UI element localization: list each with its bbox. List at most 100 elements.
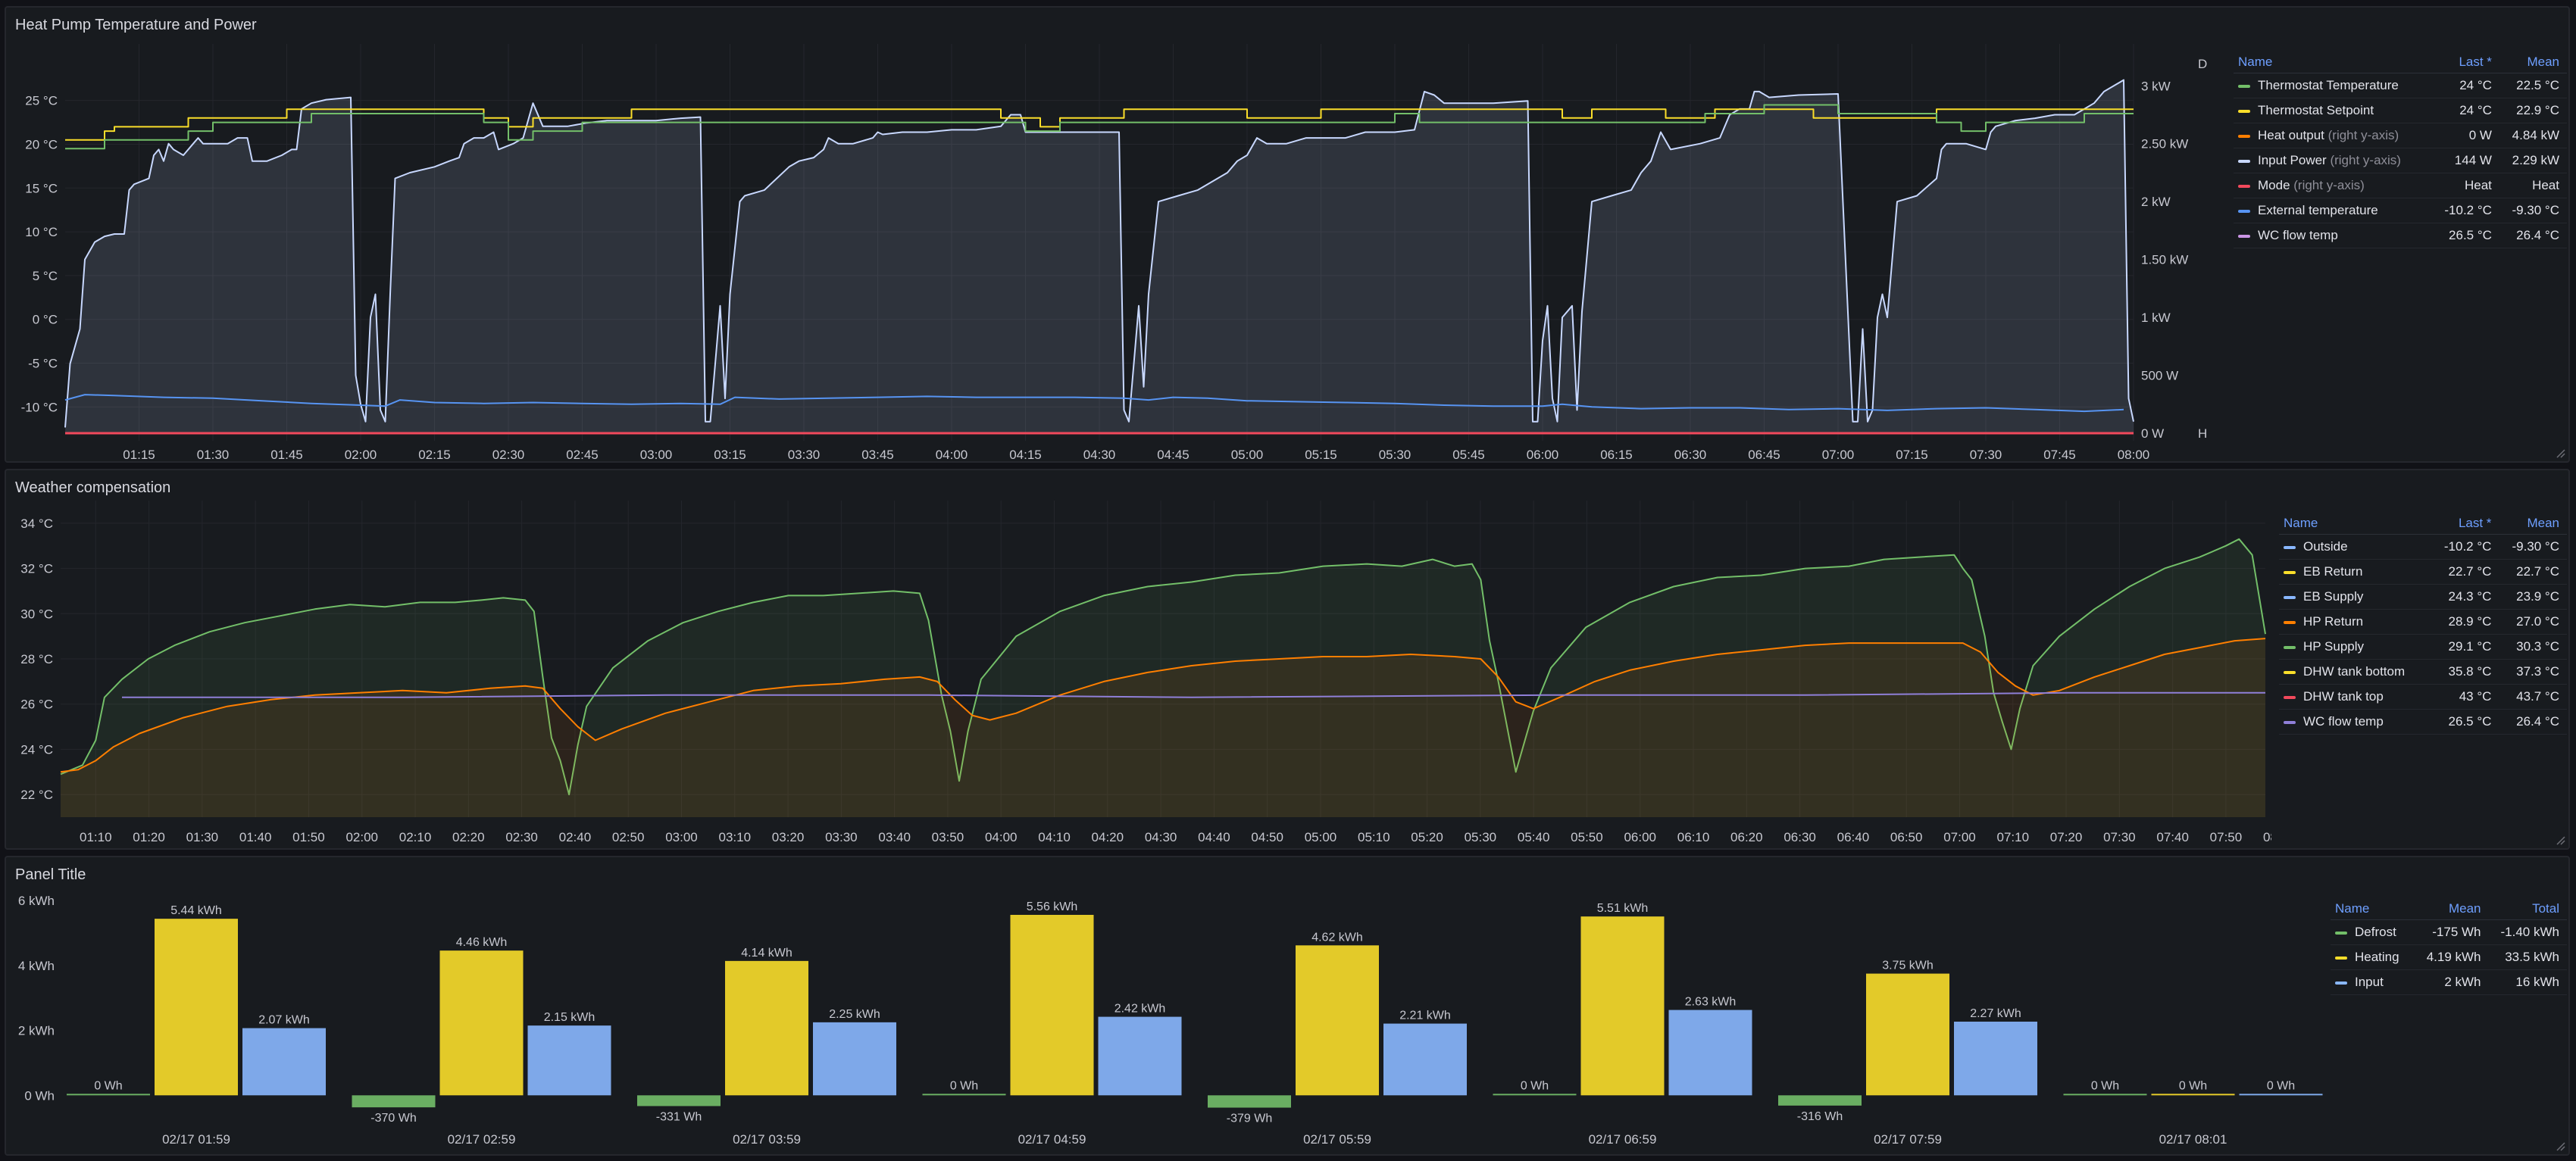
series-swatch-icon [2284,695,2296,699]
legend-item[interactable]: EB Supply 24.3 °C 23.9 °C [2279,584,2567,610]
legend-item[interactable]: DHW tank top 43 °C 43.7 °C [2279,684,2567,710]
legend-item[interactable]: External temperature -10.2 °C -9.30 °C [2234,198,2567,223]
bar-value-label: -379 Wh [1227,1113,1272,1125]
legend-item[interactable]: Outside -10.2 °C -9.30 °C [2279,534,2567,560]
y-right-tick-label: 500 W [2141,369,2178,383]
resize-handle-icon[interactable] [2555,448,2565,458]
x-tick-label: 05:30 [1465,830,1497,844]
legend-header-last[interactable]: Last * [2431,51,2499,73]
y-tick-label: 15 °C [25,181,58,195]
legend-item-total: 33.5 kWh [2488,944,2567,970]
bar-value-label: 0 Wh [1521,1079,1549,1092]
legend-item-name: Outside [2279,534,2431,560]
legend-item-name: Heat output (right y-axis) [2234,123,2432,148]
y-right-tick-label: 1 kW [2141,311,2171,325]
panel-title[interactable]: Weather compensation [15,479,171,496]
panel-title[interactable]: Panel Title [15,866,86,883]
legend-item[interactable]: Input 2 kWh 16 kWh [2331,969,2567,995]
legend-item-label: External temperature [2258,203,2378,217]
legend-item[interactable]: Input Power (right y-axis) 144 W 2.29 kW [2234,148,2567,173]
bar-value-label: -370 Wh [370,1112,416,1125]
legend-item[interactable]: Heating 4.19 kWh 33.5 kWh [2331,944,2567,970]
x-tick-label: 01:20 [133,830,165,844]
series-area-hp-return [61,638,2265,817]
x-tick-label: 07:40 [2156,830,2189,844]
legend-item[interactable]: WC flow temp 26.5 °C 26.4 °C [2279,709,2567,735]
series-swatch-icon [2238,159,2250,163]
resize-handle-icon[interactable] [2555,835,2565,845]
x-tick-label: 05:30 [1379,448,1411,462]
panel-weather-compensation: Weather compensation 34 °C 32 °C 30 °C 28 °… [5,469,2570,850]
legend-item-mean: Heat [2499,173,2567,198]
x-tick-label: 04:40 [1198,830,1230,844]
resize-handle-icon[interactable] [2555,1141,2565,1151]
bar-value-label: 0 Wh [2091,1079,2119,1092]
y-tick-label: 32 °C [20,562,53,576]
legend-item[interactable]: Thermostat Temperature 24 °C 22.5 °C [2234,73,2567,98]
legend-item[interactable]: HP Return 28.9 °C 27.0 °C [2279,609,2567,635]
y-tick-label: 10 °C [25,225,58,239]
x-tick-label: 04:30 [1083,448,1116,462]
bar-input [1954,1022,2037,1096]
series-swatch-icon [2284,670,2296,674]
y-right-tick-label: 0 W [2141,426,2164,441]
bar-value-label: -331 Wh [656,1110,702,1123]
legend-item[interactable]: Defrost -175 Wh -1.40 kWh [2331,919,2567,945]
x-tick-label: 02:15 [418,448,451,462]
legend-header-name[interactable]: Name [2279,513,2431,535]
legend-item-name: EB Supply [2279,584,2431,610]
bar-defrost [637,1095,721,1106]
legend-item-label: Thermostat Temperature [2258,78,2399,92]
bar-defrost [1493,1094,1577,1096]
legend-item-suffix: (right y-axis) [2324,128,2399,142]
y-tick-label: 4 kWh [18,959,55,973]
legend-item[interactable]: Thermostat Setpoint 24 °C 22.9 °C [2234,98,2567,123]
x-tick-label: 05:20 [1411,830,1443,844]
x-tick-label: 01:50 [292,830,325,844]
series-line-thermostat-temperature [65,104,2134,150]
bar-value-label: 5.44 kWh [170,904,222,917]
legend-item[interactable]: Heat output (right y-axis) 0 W 4.84 kW [2234,123,2567,148]
bar-input [2239,1094,2323,1096]
series-swatch-icon [2284,720,2296,724]
legend-item[interactable]: EB Return 22.7 °C 22.7 °C [2279,559,2567,585]
bar-heating [1866,973,1949,1096]
legend-header-mean[interactable]: Mean [2499,51,2567,73]
x-tick-label: 01:30 [197,448,230,462]
legend-item-label: DHW tank bottom [2303,664,2406,679]
series-swatch-icon [2335,931,2347,935]
legend-item-last: 43 °C [2431,684,2499,710]
y-right-tick-label: 1.50 kW [2141,253,2188,267]
legend-header-total[interactable]: Total [2488,898,2567,920]
bar-value-label: 0 Wh [2179,1079,2207,1092]
legend-header-last[interactable]: Last * [2431,513,2499,535]
x-tick-label: 07:20 [2050,830,2083,844]
x-tick-label: 05:40 [1518,830,1550,844]
legend-header-mean[interactable]: Mean [2415,898,2489,920]
legend-item-mean: 22.9 °C [2499,98,2567,123]
legend-header-mean[interactable]: Mean [2499,513,2567,535]
x-tick-label: 05:00 [1231,448,1264,462]
x-tick-label: 02:40 [559,830,592,844]
x-tick-label: 03:00 [640,448,673,462]
legend-item-label: Heat output [2258,128,2324,142]
panel-title[interactable]: Heat Pump Temperature and Power [15,17,257,33]
x-tick-label: 03:30 [788,448,821,462]
chart-energy[interactable]: 6 kWh 4 kWh 2 kWh 0 Wh 0 Wh 5.44 kWh 2.07 kWh 0… [6,857,2332,1156]
legend-header-name[interactable]: Name [2331,898,2415,920]
legend-item-name: EB Return [2279,559,2431,585]
legend-header-name[interactable]: Name [2234,51,2432,73]
legend-item-last: 22.7 °C [2431,559,2499,585]
legend-item[interactable]: Mode (right y-axis) Heat Heat [2234,173,2567,198]
y-right-tick-label: 2 kW [2141,195,2171,209]
legend-item-mean: 23.9 °C [2499,584,2567,610]
legend-item[interactable]: DHW tank bottom 35.8 °C 37.3 °C [2279,659,2567,685]
legend-item-suffix: (right y-axis) [2290,178,2365,192]
legend-item-name: Thermostat Temperature [2234,73,2432,98]
legend-item[interactable]: WC flow temp 26.5 °C 26.4 °C [2234,223,2567,248]
bar-value-label: 5.51 kWh [1597,902,1649,915]
chart-weather-compensation[interactable]: 34 °C 32 °C 30 °C 28 °C 26 °C 24 °C 22 °C 01:10… [6,470,2271,850]
legend-item[interactable]: HP Supply 29.1 °C 30.3 °C [2279,634,2567,660]
x-tick-label: 02/17 04:59 [1018,1132,1086,1147]
chart-heat-pump[interactable]: 25 °C 20 °C 15 °C 10 °C 5 °C 0 °C -5 °C -10 °C 3… [6,8,2207,463]
